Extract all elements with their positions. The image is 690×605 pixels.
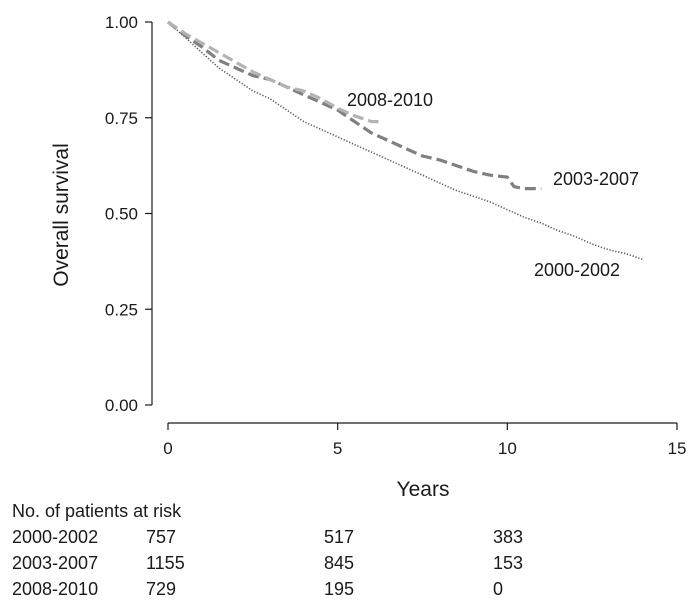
risk-table-heading: No. of patients at risk	[12, 501, 182, 521]
risk-row-2008-2010: 2008-2010 729 195 0	[12, 576, 503, 602]
axes: 0.00 0.25 0.50 0.75 1.00 0 5 10 15	[105, 13, 687, 458]
risk-row-label: 2000-2002	[12, 527, 99, 547]
risk-value: 0	[493, 579, 504, 599]
risk-value: 845	[324, 553, 355, 573]
x-tick-label: 0	[163, 439, 172, 458]
x-tick-label: 10	[498, 439, 517, 458]
series-label-2003-2007: 2003-2007	[553, 169, 639, 189]
y-tick-label: 0.00	[105, 396, 138, 415]
series-line-2000-2002	[167, 21, 644, 261]
risk-value: 153	[493, 553, 524, 573]
series-labels: 2000-2002 2003-2007 2008-2010	[347, 90, 639, 280]
series-lines	[167, 20, 644, 261]
series-label-2000-2002: 2000-2002	[534, 260, 620, 280]
series-label-2008-2010: 2008-2010	[347, 90, 433, 110]
y-tick-label: 0.50	[105, 205, 138, 224]
risk-row-label: 2003-2007	[12, 553, 99, 573]
y-tick-label: 1.00	[105, 13, 138, 32]
risk-value: 757	[146, 527, 177, 547]
risk-value: 729	[146, 579, 177, 599]
risk-value: 1155	[146, 553, 185, 573]
risk-row-label: 2008-2010	[12, 579, 99, 599]
risk-value: 383	[493, 527, 524, 547]
x-axis-title: Years	[397, 478, 450, 500]
risk-value: 517	[324, 527, 355, 547]
risk-table: No. of patients at risk 2000-2002 757 51…	[12, 498, 523, 602]
risk-row-2003-2007: 2003-2007 1155 845 153	[12, 550, 523, 576]
x-tick-label: 15	[668, 439, 687, 458]
y-tick-label: 0.25	[105, 300, 138, 319]
risk-row-2000-2002: 2000-2002 757 517 383	[12, 524, 523, 550]
y-tick-label: 0.75	[105, 109, 138, 128]
x-tick-label: 5	[333, 439, 342, 458]
y-axis-title: Overall survival	[50, 143, 73, 287]
survival-chart: 0.00 0.25 0.50 0.75 1.00 0 5 10 15 2000-2002 2003…	[50, 13, 687, 500]
risk-value: 195	[324, 579, 355, 599]
